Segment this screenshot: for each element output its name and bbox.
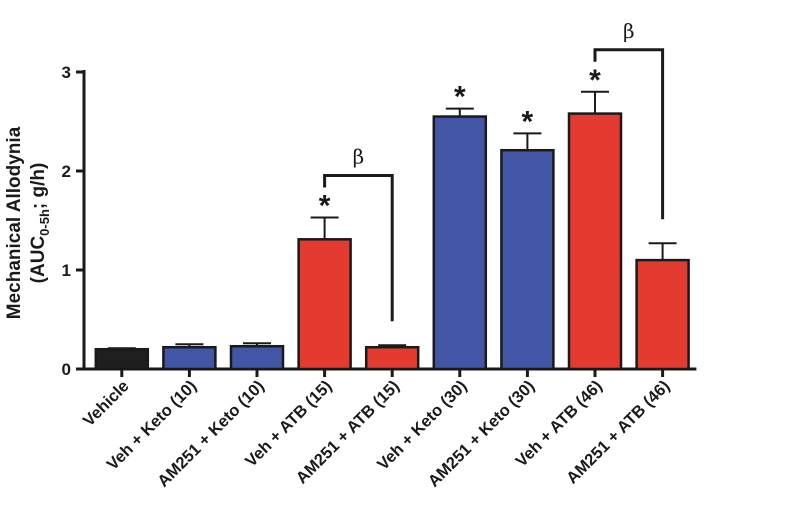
y-axis-label: Mechanical Allodynia (AUC0-5h; g/h) — [4, 126, 52, 319]
y-tick-label: 3 — [62, 63, 71, 82]
y-axis-label-suffix: ; g/h) — [28, 163, 49, 209]
y-axis-label-line1: Mechanical Allodynia — [4, 126, 25, 319]
significance-star: * — [319, 190, 331, 223]
bracket-label: β — [623, 19, 635, 43]
bracket-label: β — [353, 145, 365, 169]
bar — [297, 238, 352, 371]
bar — [364, 345, 420, 371]
y-axis-label-line2: (AUC0-5h; g/h) — [28, 163, 52, 284]
y-axis-label-prefix: (AUC — [28, 236, 49, 284]
bar — [229, 344, 285, 371]
bar — [567, 112, 623, 371]
bars — [94, 90, 690, 371]
bar — [635, 258, 690, 371]
significance-bracket — [593, 48, 665, 220]
significance-star: * — [454, 81, 466, 114]
significance-bracket — [323, 174, 394, 322]
y-axis-label-subscript: 0-5h — [37, 209, 52, 236]
y-tick-label: 2 — [62, 162, 71, 181]
bar — [432, 115, 488, 371]
bar — [500, 148, 555, 371]
bar — [94, 347, 150, 371]
bar — [162, 345, 217, 371]
significance-star: * — [522, 105, 534, 138]
significance-star: * — [589, 64, 601, 97]
x-tick-label: Vehicle — [80, 377, 133, 430]
annotations: * * * * β β — [319, 19, 665, 322]
y-tick-label: 0 — [62, 360, 71, 379]
y-tick-label: 1 — [62, 261, 71, 280]
